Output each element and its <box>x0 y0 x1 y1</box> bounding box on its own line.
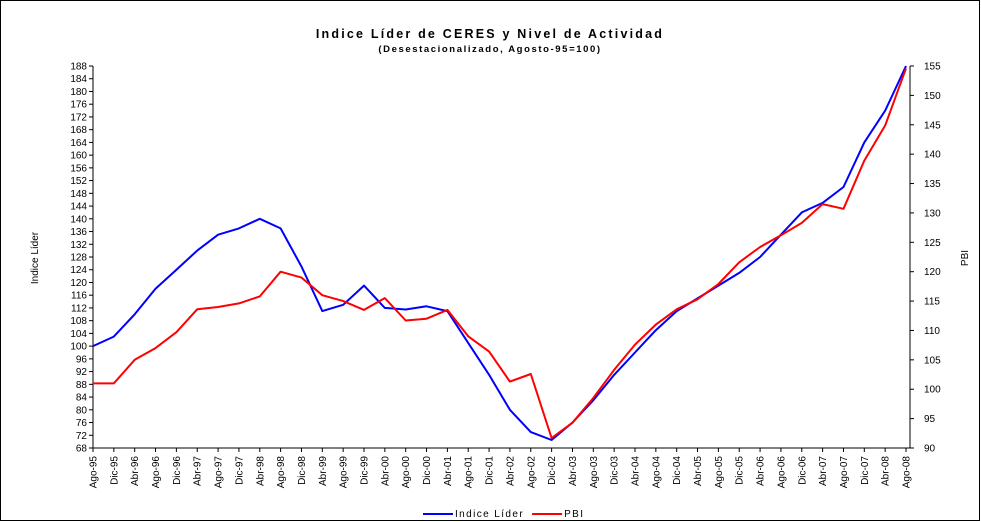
x-tick-label: Abr-04 <box>631 456 642 486</box>
x-tick-label: Dic-01 <box>485 456 496 485</box>
x-tick-label: Abr-01 <box>443 456 454 486</box>
y2-tick-label: 155 <box>924 62 941 73</box>
x-tick-label: Abr-02 <box>505 456 516 486</box>
x-tick-label: Ago-95 <box>89 456 100 489</box>
y2-tick-label: 110 <box>924 326 940 337</box>
legend-label: Indice Líder <box>455 509 524 520</box>
y-tick-label: 92 <box>76 367 88 378</box>
y-tick-label: 84 <box>76 393 88 404</box>
x-tick-label: Dic-06 <box>797 456 808 485</box>
x-tick-label: Dic-99 <box>360 456 371 485</box>
y-tick-label: 116 <box>71 291 87 302</box>
y-tick-label: 132 <box>70 240 87 251</box>
y2-tick-label: 105 <box>924 355 941 366</box>
y-axis-label: Indice Líder <box>30 231 41 284</box>
y-tick-label: 160 <box>70 151 87 162</box>
x-tick-label: Dic-00 <box>422 456 433 485</box>
y2-tick-label: 90 <box>924 444 936 455</box>
y-tick-label: 164 <box>70 138 87 149</box>
x-tick-label: Ago-05 <box>714 456 725 489</box>
x-tick-label: Dic-07 <box>860 456 871 485</box>
x-tick-label: Ago-01 <box>464 456 475 489</box>
y-tick-label: 184 <box>70 74 87 85</box>
y-tick-label: 168 <box>70 125 87 136</box>
x-tick-label: Ago-98 <box>276 456 287 489</box>
x-tick-label: Abr-05 <box>693 456 704 486</box>
x-tick-label: Ago-06 <box>776 456 787 489</box>
x-tick-label: Abr-03 <box>568 456 579 486</box>
x-tick-label: Dic-96 <box>172 456 183 485</box>
y-tick-label: 96 <box>76 354 88 365</box>
y-tick-label: 100 <box>70 342 87 353</box>
y-tick-label: 156 <box>70 163 87 174</box>
x-tick-label: Abr-06 <box>756 456 767 486</box>
y-tick-label: 152 <box>70 176 87 187</box>
x-tick-label: Abr-07 <box>818 456 829 486</box>
y2-tick-label: 125 <box>924 238 941 249</box>
x-tick-label: Dic-98 <box>297 456 308 485</box>
x-tick-label: Ago-00 <box>401 456 412 489</box>
y2-tick-label: 130 <box>924 208 941 219</box>
x-tick-label: Dic-05 <box>735 456 746 485</box>
x-tick-label: Ago-08 <box>902 456 913 489</box>
x-tick-label: Ago-96 <box>151 456 162 489</box>
y2-tick-label: 150 <box>924 91 941 102</box>
x-tick-label: Abr-08 <box>881 456 892 486</box>
chart-title: Indice Líder de CERES y Nivel de Activid… <box>316 27 664 41</box>
y-tick-label: 140 <box>70 214 87 225</box>
x-tick-label: Dic-03 <box>610 456 621 485</box>
y-tick-label: 76 <box>76 418 88 429</box>
y-tick-label: 172 <box>70 112 87 123</box>
y-tick-label: 188 <box>70 62 87 73</box>
x-tick-label: Ago-99 <box>339 456 350 489</box>
x-tick-label: Ago-04 <box>651 456 662 489</box>
y-tick-label: 180 <box>70 87 87 98</box>
y2-tick-label: 140 <box>924 150 941 161</box>
y-tick-label: 80 <box>76 405 88 416</box>
series-line <box>92 65 907 441</box>
y-tick-label: 120 <box>70 278 87 289</box>
y2-tick-label: 135 <box>924 179 941 190</box>
y-tick-label: 104 <box>70 329 87 340</box>
y-tick-label: 128 <box>70 253 87 264</box>
y-tick-label: 72 <box>76 431 88 442</box>
y2-tick-label: 145 <box>924 120 941 131</box>
x-tick-label: Ago-02 <box>526 456 537 489</box>
y-tick-label: 108 <box>70 316 87 327</box>
x-tick-label: Abr-00 <box>380 456 391 486</box>
y2-axis-label: PBI <box>960 250 971 266</box>
y-tick-label: 148 <box>70 189 87 200</box>
y2-tick-label: 95 <box>924 414 936 425</box>
legend-label: PBI <box>564 509 584 520</box>
x-tick-label: Abr-96 <box>130 456 141 486</box>
y-tick-label: 176 <box>70 100 87 111</box>
y-tick-label: 124 <box>70 265 87 276</box>
x-tick-label: Abr-98 <box>255 456 266 486</box>
x-tick-label: Ago-97 <box>214 456 225 489</box>
y-tick-label: 88 <box>76 380 88 391</box>
x-tick-label: Dic-04 <box>672 456 683 485</box>
y-tick-label: 112 <box>71 303 87 314</box>
y2-tick-label: 115 <box>924 297 940 308</box>
x-tick-label: Ago-07 <box>839 456 850 489</box>
x-tick-label: Abr-99 <box>318 456 329 486</box>
series-line <box>93 68 907 439</box>
x-tick-label: Dic-95 <box>109 456 120 485</box>
y-tick-label: 144 <box>70 202 87 213</box>
x-tick-label: Dic-97 <box>234 456 245 485</box>
x-tick-label: Dic-02 <box>547 456 558 485</box>
x-tick-label: Ago-03 <box>589 456 600 489</box>
y-tick-label: 68 <box>76 444 88 455</box>
y2-tick-label: 100 <box>924 385 941 396</box>
chart-subtitle: (Desestacionalizado, Agosto-95=100) <box>378 44 601 55</box>
y-tick-label: 136 <box>70 227 87 238</box>
x-tick-label: Abr-97 <box>193 456 204 486</box>
y2-tick-label: 120 <box>924 267 941 278</box>
